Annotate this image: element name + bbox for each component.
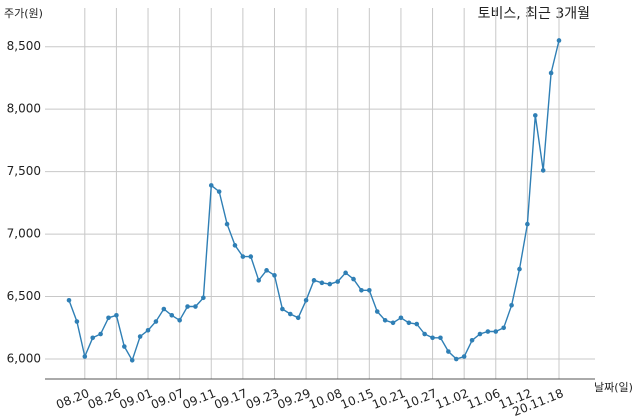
point <box>129 357 135 363</box>
point <box>256 278 261 283</box>
point <box>153 319 159 324</box>
point <box>453 356 459 362</box>
point <box>169 312 175 318</box>
point <box>414 321 420 327</box>
point <box>477 331 483 337</box>
point <box>248 254 254 259</box>
point <box>122 344 127 349</box>
point <box>272 273 277 278</box>
y-tick-label: 7,000 <box>7 227 41 241</box>
point <box>216 189 222 194</box>
point <box>422 331 427 337</box>
y-tick-label: 7,500 <box>7 164 41 178</box>
point <box>74 319 80 324</box>
point <box>485 329 491 334</box>
point <box>161 306 167 312</box>
point <box>509 302 514 308</box>
point <box>461 354 467 359</box>
point <box>501 325 506 331</box>
price-line <box>68 40 560 363</box>
point <box>548 70 554 76</box>
point <box>264 268 269 273</box>
point <box>493 329 499 334</box>
point <box>201 295 206 301</box>
point <box>374 309 380 314</box>
point <box>351 276 356 282</box>
point <box>398 315 404 321</box>
y-tick-label: 8,000 <box>7 102 41 116</box>
point <box>137 334 143 339</box>
point <box>287 311 293 317</box>
point <box>114 312 119 318</box>
point <box>327 281 333 287</box>
point <box>382 317 388 323</box>
point <box>525 221 530 227</box>
point <box>406 320 412 326</box>
point <box>343 270 348 276</box>
point <box>232 243 238 248</box>
point <box>540 168 546 173</box>
point <box>295 315 301 321</box>
point <box>280 306 285 312</box>
point <box>177 317 182 323</box>
point <box>185 304 190 309</box>
y-tick-label: 6,500 <box>7 289 41 303</box>
point <box>106 315 111 321</box>
y-tick-label: 8,500 <box>7 39 41 53</box>
point <box>193 304 198 309</box>
x-axis-label: 날짜(일) <box>594 380 633 394</box>
point <box>90 335 96 341</box>
point <box>469 337 475 343</box>
point <box>98 331 103 337</box>
point <box>240 254 246 259</box>
y-tick-label: 6,000 <box>7 352 41 366</box>
point <box>66 298 72 303</box>
point <box>556 38 562 43</box>
point <box>208 183 214 188</box>
point <box>438 335 443 341</box>
point <box>367 288 372 293</box>
point <box>430 335 435 341</box>
point <box>390 320 396 326</box>
point <box>311 278 317 283</box>
point <box>82 354 88 359</box>
point <box>224 221 230 227</box>
point <box>359 288 364 293</box>
point <box>303 298 309 303</box>
point <box>532 113 538 118</box>
point <box>145 327 151 333</box>
point <box>517 266 522 272</box>
chart-title: 토비스, 최근 3개월 <box>478 6 590 22</box>
point <box>446 349 451 354</box>
y-axis-label: 주가(원) <box>4 7 43 20</box>
point <box>319 280 325 286</box>
point <box>335 279 341 284</box>
